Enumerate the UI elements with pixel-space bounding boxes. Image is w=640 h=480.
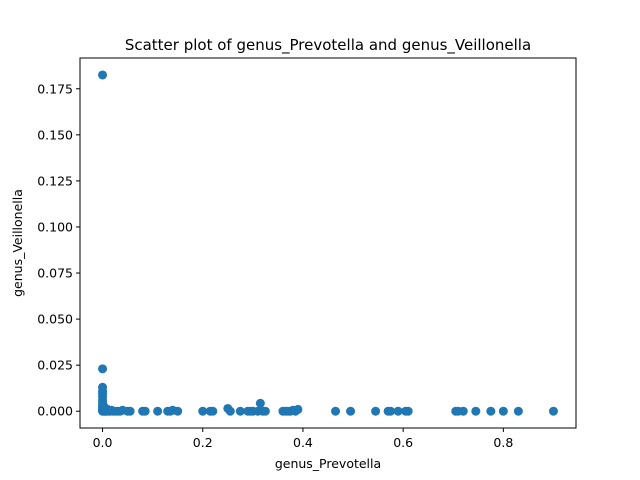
- y-axis: 0.000 0.025 0.050 0.075 0.100 0.125 0.150 0.175: [37, 81, 80, 419]
- data-point: [235, 406, 245, 416]
- data-point: [153, 406, 163, 416]
- chart-title: Scatter plot of genus_Prevotella and gen…: [125, 36, 531, 55]
- data-point: [403, 406, 413, 416]
- x-tick-label: 0.0: [93, 435, 113, 450]
- data-point: [486, 406, 496, 416]
- data-point: [371, 406, 381, 416]
- data-point: [293, 404, 303, 414]
- data-point: [140, 406, 150, 416]
- data-point: [458, 406, 468, 416]
- y-tick-label: 0.175: [37, 81, 73, 96]
- y-tick-label: 0.050: [37, 312, 73, 327]
- x-axis: 0.0 0.2 0.4 0.6 0.8: [93, 428, 513, 450]
- x-axis-label: genus_Prevotella: [275, 456, 381, 471]
- y-tick-label: 0.000: [37, 404, 73, 419]
- data-point: [225, 406, 235, 416]
- data-point: [471, 406, 481, 416]
- data-point: [98, 70, 108, 80]
- x-tick-label: 0.6: [393, 435, 413, 450]
- data-point: [331, 406, 341, 416]
- x-tick-label: 0.2: [193, 435, 213, 450]
- data-point: [173, 406, 183, 416]
- data-point: [260, 406, 270, 416]
- y-tick-label: 0.125: [37, 173, 73, 188]
- x-tick-label: 0.8: [493, 435, 513, 450]
- data-point: [255, 398, 265, 408]
- data-point: [386, 406, 396, 416]
- data-point: [125, 406, 135, 416]
- x-tick-label: 0.4: [293, 435, 313, 450]
- data-point: [198, 406, 208, 416]
- data-point: [208, 406, 218, 416]
- y-tick-label: 0.100: [37, 219, 73, 234]
- data-point: [346, 406, 356, 416]
- data-point: [513, 406, 523, 416]
- y-tick-label: 0.075: [37, 266, 73, 281]
- y-axis-label: genus_Veillonella: [10, 189, 25, 297]
- y-tick-label: 0.025: [37, 358, 73, 373]
- data-point: [393, 406, 403, 416]
- data-point: [98, 364, 108, 374]
- data-point: [548, 406, 558, 416]
- y-tick-label: 0.150: [37, 127, 73, 142]
- data-point: [498, 406, 508, 416]
- points-layer: [98, 70, 558, 416]
- plot-frame: [79, 57, 577, 429]
